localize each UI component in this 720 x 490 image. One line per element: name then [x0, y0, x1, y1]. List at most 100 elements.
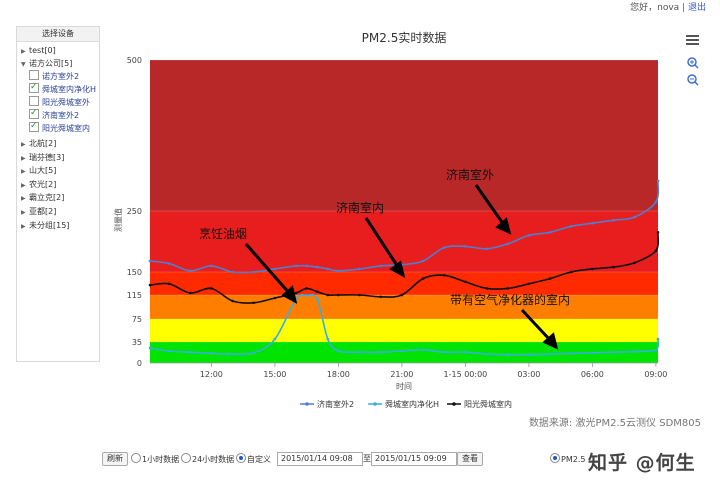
data-point: [400, 349, 404, 353]
expand-arrow-icon[interactable]: ▶: [21, 155, 26, 162]
end-time-input[interactable]: 2015/01/15 09:09: [371, 452, 457, 466]
y-tick-label: 500: [127, 56, 142, 65]
collapse-arrow-icon[interactable]: ▼: [21, 61, 26, 68]
x-tick-label: 06:00: [581, 370, 604, 379]
data-point: [527, 234, 531, 237]
y-tick-label: 75: [132, 315, 142, 324]
y-tick-label: 0: [137, 359, 142, 368]
data-point: [485, 287, 488, 290]
arrow-head: [542, 332, 559, 350]
aqi-band: [150, 342, 658, 363]
menu-icon[interactable]: [686, 35, 699, 45]
tree-group-balike[interactable]: ▶ 霸立克[2]: [21, 192, 64, 204]
data-point: [273, 337, 277, 341]
aqi-band: [150, 295, 658, 319]
arrow-purifier: [520, 308, 552, 342]
tree-group-nuofang[interactable]: ▼ 诺方公司[5]: [21, 58, 72, 70]
range-custom-label: 自定义: [247, 455, 271, 464]
tree-group-ruifende[interactable]: ▶ 瑞芬德[3]: [21, 152, 64, 164]
range-custom-option[interactable]: 自定义: [236, 453, 271, 465]
device-checkbox[interactable]: [29, 107, 39, 119]
tree-device-item[interactable]: 济南室外2: [29, 107, 80, 121]
data-point: [442, 350, 446, 354]
device-label: 济南室外2: [42, 111, 80, 120]
data-point: [569, 270, 573, 274]
zoom-in-icon[interactable]: [687, 57, 699, 69]
tree-device-item[interactable]: 阳光舜城室内: [29, 120, 90, 134]
logout-link[interactable]: 退出: [687, 3, 706, 13]
data-point: [326, 267, 330, 271]
legend-label: 济南室外2: [317, 399, 354, 409]
data-point: [612, 218, 615, 222]
device-checkbox[interactable]: [29, 96, 39, 106]
tree-device-item[interactable]: 舜城室内净化H: [29, 81, 96, 95]
expand-arrow-icon[interactable]: ▶: [21, 209, 26, 216]
tree-group-shanda[interactable]: ▶ 山大[5]: [21, 165, 56, 177]
y-tick-label: 250: [127, 207, 142, 216]
device-checkbox[interactable]: [29, 70, 39, 80]
data-point: [231, 299, 234, 303]
radio-custom[interactable]: [236, 453, 246, 463]
tree-group-test[interactable]: ▶ test[0]: [21, 45, 56, 57]
device-label: 阳光舜城室内: [42, 124, 90, 133]
radio-24h[interactable]: [181, 453, 191, 463]
expand-arrow-icon[interactable]: ▶: [21, 141, 26, 148]
group-label: 未分组[15]: [29, 221, 70, 230]
start-time-input[interactable]: 2015/01/14 09:08: [277, 452, 363, 466]
device-checkbox[interactable]: [29, 81, 39, 93]
expand-arrow-icon[interactable]: ▶: [21, 195, 26, 202]
data-point: [210, 264, 213, 268]
refresh-button[interactable]: 刷新: [102, 452, 128, 466]
expand-arrow-icon[interactable]: ▶: [21, 48, 26, 55]
group-label: test[0]: [29, 46, 56, 55]
metric-pm25-option[interactable]: PM2.5: [550, 453, 585, 465]
group-label: 山大[5]: [29, 166, 57, 175]
chart-legend: 济南室外2 舜城室内净化H 阳光舜城室内: [300, 399, 512, 409]
data-point: [612, 350, 615, 354]
tree-group-yadu[interactable]: ▶ 亚都[2]: [21, 206, 56, 218]
radio-1h[interactable]: [131, 453, 141, 463]
query-button[interactable]: 查看: [457, 452, 483, 466]
x-axis-label: 时间: [396, 381, 412, 391]
data-point: [188, 269, 192, 273]
tree-device-item[interactable]: 诺方室外2: [29, 70, 79, 82]
expand-arrow-icon[interactable]: ▶: [21, 223, 26, 230]
data-point: [148, 259, 152, 263]
data-point: [633, 261, 636, 265]
data-point: [548, 277, 552, 280]
legend-marker: [305, 402, 309, 406]
data-point: [633, 215, 636, 219]
data-point: [210, 352, 213, 355]
data-point: [464, 245, 467, 248]
legend-item-outdoor[interactable]: 济南室外2: [300, 399, 354, 409]
x-tick-label: 18:00: [327, 370, 350, 379]
data-point: [656, 231, 660, 234]
legend-item-purifier[interactable]: 舜城室内净化H: [368, 399, 439, 409]
range-24h-option[interactable]: 24小时数据: [181, 453, 234, 465]
device-checkbox[interactable]: [29, 120, 39, 132]
data-point: [337, 269, 340, 273]
expand-arrow-icon[interactable]: ▶: [21, 168, 26, 175]
radio-pm25[interactable]: [550, 453, 560, 463]
expand-arrow-icon[interactable]: ▶: [21, 182, 26, 189]
series-line-0: [149, 180, 660, 274]
data-point: [358, 293, 361, 297]
data-point: [326, 293, 330, 297]
annotation-purifier: 带有空气净化器的室内: [450, 292, 570, 307]
data-point: [569, 225, 573, 228]
data-point: [506, 287, 510, 290]
range-1h-option[interactable]: 1小时数据: [131, 453, 179, 465]
y-axis-ticks: 0 35 75 115 150 250 500: [127, 56, 142, 368]
data-point: [569, 352, 573, 355]
legend-item-indoor[interactable]: 阳光舜城室内: [447, 399, 512, 409]
data-point: [252, 351, 255, 355]
data-point: [654, 348, 658, 352]
range-controls: 刷新 1小时数据 24小时数据 自定义 2015/01/14 09:08 至 2…: [0, 450, 720, 470]
data-point: [273, 296, 277, 300]
zoom-out-icon[interactable]: [687, 74, 699, 86]
tree-group-beihang[interactable]: ▶ 北航[2]: [21, 138, 56, 150]
data-point: [379, 350, 383, 354]
tree-device-item[interactable]: 阳光舜城室外: [29, 96, 90, 108]
tree-group-nongguang[interactable]: ▶ 农光[2]: [21, 179, 56, 191]
tree-group-ungrouped[interactable]: ▶ 未分组[15]: [21, 220, 69, 232]
